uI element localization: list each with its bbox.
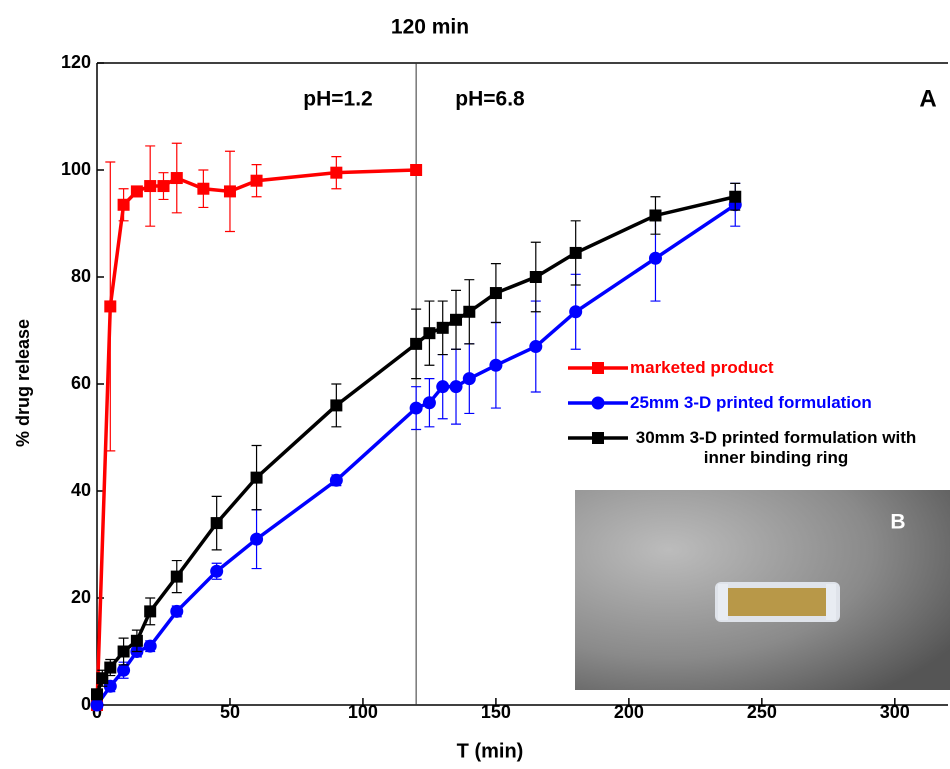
data-point [330,399,343,412]
data-point [144,605,157,618]
data-point [117,198,130,211]
data-point [463,305,476,318]
y-axis-label: % drug release [13,319,33,447]
x-tick-label: 100 [348,702,378,722]
y-tick-label: 100 [61,159,91,179]
data-point [144,180,157,193]
series [91,142,423,711]
data-point [91,688,103,701]
legend-marker [591,396,605,410]
data-point [449,380,463,394]
inset-photo [575,490,950,690]
x-tick-label: 200 [614,702,644,722]
data-point [529,271,542,283]
legend-item: 30mm 3-D printed formulation with inner … [568,428,926,468]
data-point [197,182,210,195]
series-line [95,168,417,706]
x-axis-label: T (min) [457,740,524,762]
x-tick-label: 0 [92,702,102,722]
series [90,182,742,712]
x-tick-label: 50 [220,702,240,722]
data-point [649,209,662,222]
data-point [143,639,157,653]
data-point [210,564,224,578]
data-point [648,251,662,265]
y-tick-label: 60 [71,373,91,393]
data-point [250,532,264,546]
annotation: A [919,85,936,112]
data-point [157,180,170,193]
y-tick-label: 80 [71,266,91,286]
data-point [104,300,117,313]
data-point [489,287,502,300]
data-point [250,471,263,484]
data-point [436,321,449,334]
y-tick-label: 40 [71,480,91,500]
data-point [729,190,742,203]
data-point [410,337,423,350]
data-point [250,174,263,187]
data-point [117,663,131,677]
data-point [104,661,117,674]
data-point [170,604,184,618]
data-point [130,634,143,647]
x-tick-label: 150 [481,702,511,722]
data-point [329,473,343,487]
legend-swatch [568,362,628,374]
data-point [170,172,183,185]
annotation: pH=6.8 [455,88,525,111]
data-point [422,396,436,410]
data-point [117,645,130,658]
annotation: B [890,511,905,534]
data-point [96,672,109,685]
data-point [569,246,582,259]
data-point [409,401,423,415]
data-point [462,372,476,386]
legend-item: marketed product [568,358,950,378]
x-tick-label: 300 [880,702,910,722]
chart-title: 120 min [391,16,469,39]
data-point [489,358,503,372]
legend-label: marketed product [630,358,774,377]
x-tick-label: 250 [747,702,777,722]
data-point [330,166,343,179]
legend-item: 25mm 3-D printed formulation [568,393,950,413]
legend-swatch [568,396,628,410]
data-point [210,517,223,530]
data-point [410,164,423,176]
y-tick-label: 20 [71,587,91,607]
data-point [423,327,436,340]
data-point [223,185,236,198]
legend-marker [592,362,604,374]
annotation: pH=1.2 [303,88,372,111]
y-tick-label: 0 [81,694,91,714]
y-tick-label: 120 [61,52,91,72]
data-point [569,305,583,319]
legend-label: 30mm 3-D printed formulation with inner … [635,428,917,467]
data-point [170,570,183,583]
data-point [90,698,104,712]
legend-swatch [568,432,628,444]
data-point [130,185,143,198]
data-point [436,380,450,394]
data-point [450,313,463,326]
legend-marker [592,432,604,444]
legend-label: 25mm 3-D printed formulation [630,393,872,412]
data-point [529,340,543,354]
series [91,182,742,701]
